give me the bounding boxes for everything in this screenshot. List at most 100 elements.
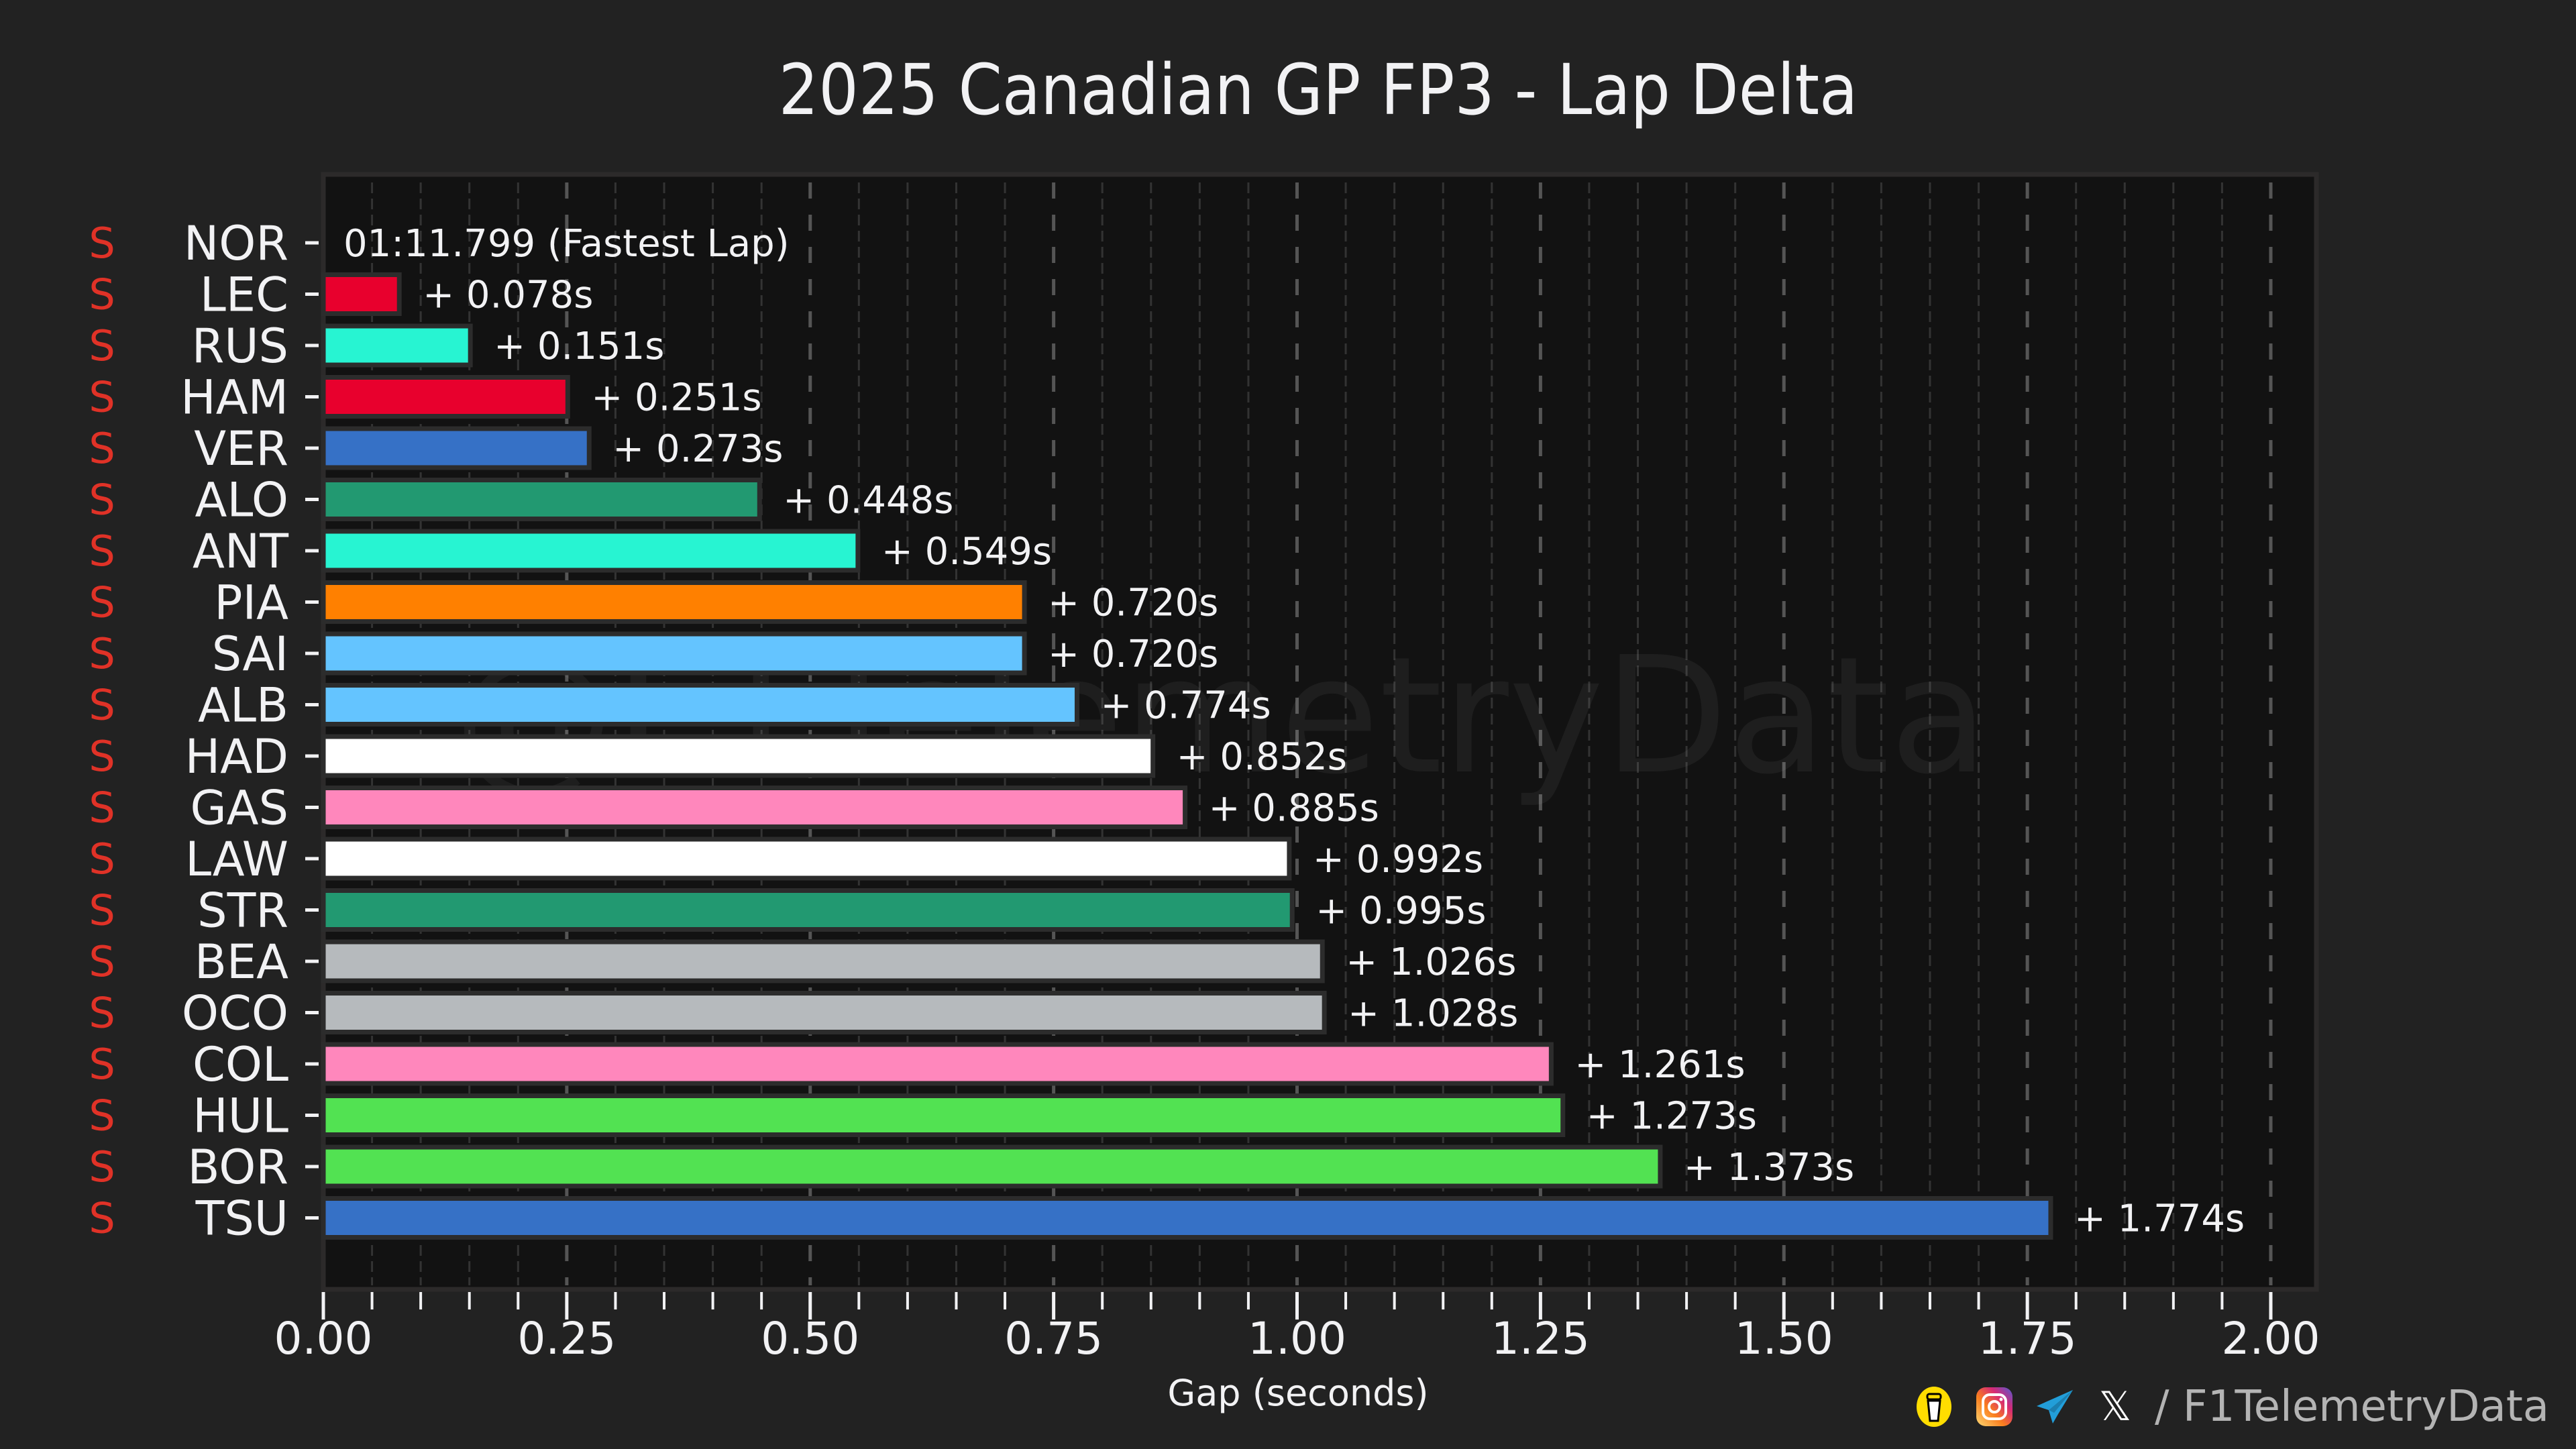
tyre-compound-label: S <box>89 321 115 370</box>
y-tick-label-ver: VER <box>194 421 288 476</box>
bar-hul <box>321 1093 1566 1137</box>
y-tick-label-tsu: TSU <box>195 1191 288 1246</box>
telegram-icon[interactable] <box>2034 1386 2076 1428</box>
y-tick-label-sai: SAI <box>212 627 288 682</box>
bar-value-label: + 1.774s <box>2074 1197 2245 1241</box>
bar-tsu <box>321 1196 2053 1240</box>
bar-value-label: + 0.720s <box>1048 582 1218 625</box>
bar-col <box>321 1042 1554 1086</box>
y-tick-label-had: HAD <box>185 729 288 784</box>
fastest-lap-label: 01:11.799 (Fastest Lap) <box>343 222 790 266</box>
tyre-compound-label: S <box>89 937 115 986</box>
tyre-compound-label: S <box>89 886 115 935</box>
bars-group: 01:11.799 (Fastest Lap) + 0.078s + 0.151s +… <box>321 222 2245 1241</box>
x-tick-label: 1.75 <box>1978 1313 2077 1364</box>
bar-value-label: + 0.151s <box>494 325 664 368</box>
tyre-compound-label: S <box>89 373 115 422</box>
x-tick-label: 0.25 <box>517 1313 616 1364</box>
y-tick-label-ant: ANT <box>193 524 288 579</box>
tyre-compound-label: S <box>89 270 115 319</box>
chart-title: 2025 Canadian GP FP3 - Lap Delta <box>779 49 1858 131</box>
bar-value-label: + 0.078s <box>423 274 593 317</box>
y-tick-label-hul: HUL <box>193 1089 288 1144</box>
bar-pia <box>321 580 1027 624</box>
x-tick-label: 0.75 <box>1004 1313 1103 1364</box>
y-tick-label-bor: BOR <box>187 1140 288 1195</box>
bar-value-label: + 0.273s <box>612 427 783 471</box>
bar-value-label: + 1.028s <box>1348 992 1518 1036</box>
tyre-compound-label: S <box>89 1091 115 1140</box>
bar-value-label: + 0.448s <box>783 479 953 523</box>
tyre-compound-label: S <box>89 835 115 883</box>
tyre-compound-label: S <box>89 629 115 678</box>
tyre-compound-label: S <box>89 424 115 473</box>
x-icon[interactable]: 𝕏 <box>2098 1383 2132 1430</box>
bar-str <box>321 888 1295 932</box>
tyre-compound-label: S <box>89 681 115 730</box>
bar-ant <box>321 529 861 573</box>
tyre-compound-label: S <box>89 476 115 525</box>
tyre-compound-label: S <box>89 1194 115 1243</box>
bar-law <box>321 837 1292 881</box>
y-tick-label-rus: RUS <box>192 319 288 374</box>
y-tick-label-col: COL <box>193 1037 288 1092</box>
y-tick-label-gas: GAS <box>190 781 288 836</box>
bar-lec <box>321 272 402 316</box>
bar-value-label: + 1.261s <box>1574 1043 1745 1087</box>
bar-value-label: + 1.373s <box>1684 1146 1854 1189</box>
tyre-compound-label: S <box>89 1142 115 1191</box>
x-tick-label: 0.00 <box>274 1313 373 1364</box>
y-tick-label-pia: PIA <box>214 576 288 631</box>
bar-rus <box>321 323 473 368</box>
x-tick-label: 0.50 <box>761 1313 859 1364</box>
bar-bor <box>321 1144 1663 1189</box>
bar-sai <box>321 631 1027 676</box>
bar-value-label: + 0.885s <box>1209 787 1379 830</box>
tyre-compound-label: S <box>89 527 115 576</box>
tyre-compound-label: S <box>89 219 115 268</box>
bar-value-label: + 0.251s <box>591 376 761 420</box>
x-tick-label: 1.50 <box>1735 1313 1833 1364</box>
footer-social: 𝕏 / F1TelemetryData <box>1913 1382 2549 1432</box>
bar-alb <box>321 683 1079 727</box>
bar-value-label: + 0.992s <box>1313 838 1483 881</box>
y-tick-label-lec: LEC <box>200 268 288 323</box>
tyre-compound-label: S <box>89 784 115 833</box>
bar-gas <box>321 786 1188 829</box>
tyre-compound-label: S <box>89 1040 115 1089</box>
bar-oco <box>321 991 1327 1034</box>
bar-value-label: + 1.273s <box>1587 1095 1757 1138</box>
tyre-compound-label: S <box>89 578 115 627</box>
y-tick-label-nor: NOR <box>184 216 288 271</box>
bar-value-label: + 0.774s <box>1100 684 1271 728</box>
x-tick-label: 1.25 <box>1491 1313 1590 1364</box>
buy-me-a-coffee-icon[interactable] <box>1913 1386 1955 1428</box>
bar-value-label: + 0.852s <box>1177 735 1347 779</box>
y-tick-label-alo: ALO <box>195 473 289 528</box>
x-axis: 0.00 0.25 0.50 0.75 1.00 1.25 1.50 1.75 2.00 <box>274 1292 2320 1364</box>
bar-value-label: + 1.026s <box>1346 941 1516 984</box>
footer-handle[interactable]: / F1TelemetryData <box>2155 1382 2549 1432</box>
x-tick-label: 2.00 <box>2222 1313 2320 1364</box>
x-tick-label: 1.00 <box>1248 1313 1346 1364</box>
bar-value-label: + 0.995s <box>1316 890 1486 933</box>
y-tick-label-law: LAW <box>185 832 288 887</box>
y-tick-label-str: STR <box>197 883 288 938</box>
y-tick-label-ham: HAM <box>180 370 288 425</box>
x-axis-label: Gap (seconds) <box>1167 1372 1428 1414</box>
bar-value-label: + 0.720s <box>1048 633 1218 676</box>
y-tick-label-alb: ALB <box>198 678 288 733</box>
y-axis-labels: NOR S LEC S RUS S HAM S VER S ALO S ANT S PIA S SAI S ALB S… <box>89 216 319 1246</box>
bar-bea <box>321 939 1325 983</box>
y-tick-label-bea: BEA <box>195 934 288 989</box>
bar-value-label: + 0.549s <box>881 530 1052 574</box>
y-tick-label-oco: OCO <box>182 986 288 1041</box>
bar-had <box>321 734 1156 778</box>
tyre-compound-label: S <box>89 989 115 1038</box>
instagram-icon[interactable] <box>1974 1386 2015 1428</box>
bar-ver <box>321 426 592 470</box>
bar-alo <box>321 478 762 521</box>
tyre-compound-label: S <box>89 732 115 781</box>
bar-ham <box>321 375 570 419</box>
